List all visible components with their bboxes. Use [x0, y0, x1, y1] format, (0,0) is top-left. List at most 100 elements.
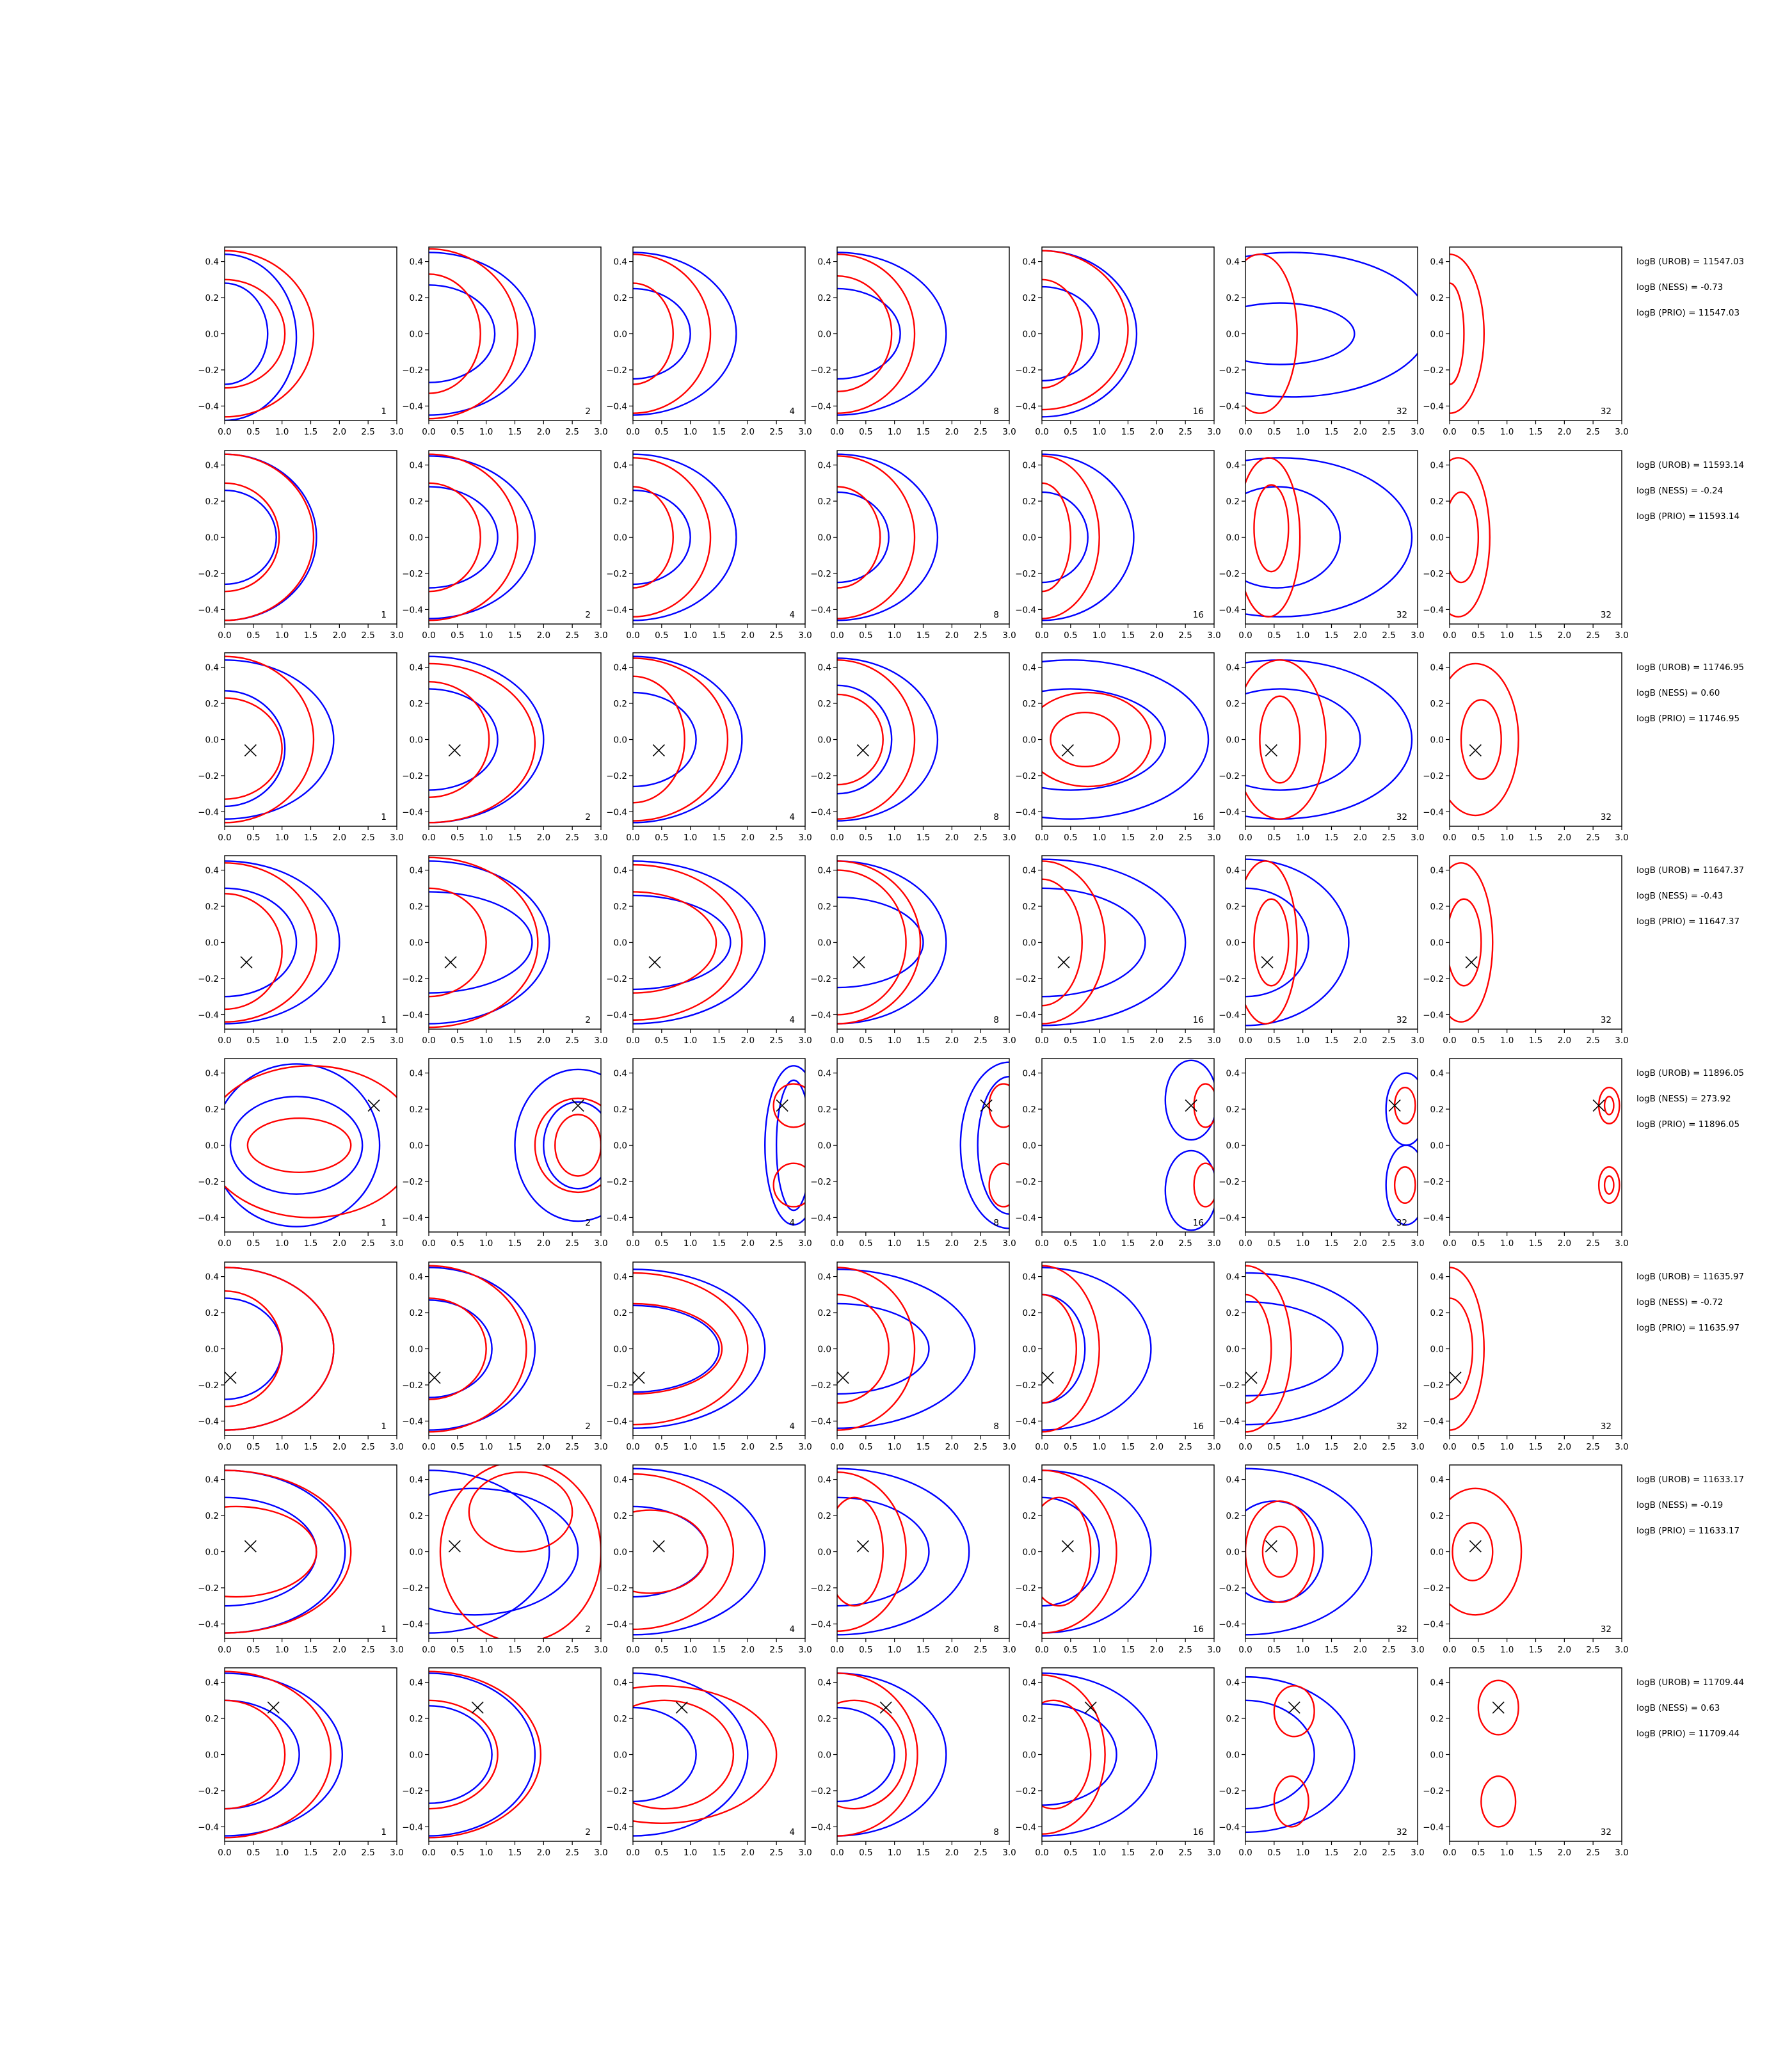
x-tick-label: 0.5 — [859, 833, 872, 843]
contour-panel: 0.0 0.5 1.0 1.5 2.0 2.5 3.0 0.4 0.2 0.0 −0.2 −0.4 16 — [1015, 1667, 1221, 1858]
y-tick-label: 0.4 — [614, 257, 627, 268]
y-tick-label: 0.4 — [1430, 1272, 1444, 1283]
marker-x — [367, 1099, 380, 1112]
y-tick-label: −0.2 — [402, 1583, 423, 1594]
x-tick-label: 2.5 — [1178, 1036, 1192, 1046]
y-tick-label: −0.4 — [1423, 401, 1444, 412]
panel-label: 1 — [381, 1624, 387, 1635]
y-tick-label: −0.4 — [1015, 401, 1036, 412]
axes-frame — [836, 652, 1010, 827]
axes-frame — [428, 855, 602, 1030]
contour-panel: 0.0 0.5 1.0 1.5 2.0 2.5 3.0 0.4 0.2 0.0 −0.2 −0.4 8 — [810, 246, 1016, 437]
y-tick-label: 0.4 — [205, 1069, 219, 1079]
y-tick-label: 0.0 — [1430, 1750, 1444, 1761]
y-tick-label: 0.4 — [1023, 1475, 1036, 1485]
x-tick-label: 2.5 — [1586, 1645, 1599, 1655]
y-tick-label: −0.4 — [402, 1822, 423, 1832]
x-tick-label: 1.0 — [1092, 1238, 1106, 1249]
x-tick-label: 1.0 — [888, 833, 901, 843]
x-tick-label: 2.5 — [973, 1238, 987, 1249]
blue-contour — [633, 453, 737, 621]
y-tick-label: −0.4 — [606, 605, 627, 615]
y-tick-label: 0.2 — [614, 1105, 627, 1115]
x-tick-label: 2.5 — [769, 427, 783, 437]
x-tick-label: 0.5 — [246, 1442, 260, 1452]
x-tick-label: 1.0 — [275, 427, 289, 437]
red-contour — [225, 1065, 397, 1219]
y-tick-label: 0.2 — [614, 1308, 627, 1318]
contour-lines — [514, 1068, 601, 1222]
red-contour — [1477, 1679, 1519, 1736]
y-tick-label: −0.4 — [1015, 1416, 1036, 1427]
x-tick-label: 1.5 — [916, 1848, 930, 1858]
x-tick-label: 2.5 — [1178, 630, 1192, 641]
y-tick-label: 0.0 — [614, 1141, 627, 1151]
x-tick-label: 0.0 — [218, 1848, 231, 1858]
blue-contour — [429, 455, 536, 620]
y-tick-label: −0.2 — [1423, 1380, 1444, 1391]
x-tick-label: 0.5 — [1471, 1442, 1485, 1452]
x-tick-label: 0.0 — [830, 1036, 844, 1046]
x-tick-label: 0.5 — [451, 1645, 464, 1655]
contour-lines — [1385, 1072, 1418, 1226]
contour-lines — [225, 1063, 397, 1228]
red-contour — [225, 250, 315, 418]
y-tick-label: −0.2 — [1015, 771, 1036, 781]
red-contour — [225, 453, 315, 621]
red-contour — [429, 887, 487, 998]
x-tick-label: 2.5 — [769, 833, 783, 843]
x-tick-label: 0.0 — [1238, 1036, 1252, 1046]
y-tick-label: −0.2 — [198, 1786, 219, 1796]
red-contour — [429, 482, 481, 593]
x-tick-label: 1.0 — [1296, 630, 1309, 641]
red-contour — [837, 455, 916, 620]
y-tick-label: 0.0 — [614, 1750, 627, 1761]
x-tick-label: 2.0 — [1150, 630, 1164, 641]
red-contour — [1603, 1096, 1615, 1116]
red-contour — [1245, 1500, 1315, 1603]
blue-contour — [225, 453, 317, 621]
x-tick-label: 0.5 — [1471, 1645, 1485, 1655]
y-tick-label: −0.2 — [1423, 1583, 1444, 1594]
x-tick-label: 1.0 — [1092, 1036, 1106, 1046]
y-tick-label: 0.0 — [818, 735, 831, 746]
red-contour — [429, 273, 481, 394]
contour-panel: 0.0 0.5 1.0 1.5 2.0 2.5 3.0 0.4 0.2 0.0 −0.2 −0.4 1 — [198, 246, 404, 437]
x-tick-label: 2.0 — [333, 1442, 346, 1452]
panel-label: 32 — [1601, 1421, 1612, 1432]
marker-x — [776, 1099, 788, 1112]
blue-contour — [633, 489, 691, 586]
x-tick-label: 2.0 — [1150, 1442, 1164, 1452]
x-tick-label: 2.5 — [1382, 427, 1395, 437]
x-tick-label: 2.5 — [565, 1036, 579, 1046]
red-contour — [837, 253, 916, 414]
y-tick-label: 0.0 — [205, 1548, 219, 1558]
x-tick-label: 2.0 — [741, 833, 755, 843]
red-contour — [429, 662, 536, 824]
axes-frame — [632, 1667, 806, 1842]
x-tick-label: 2.5 — [769, 630, 783, 641]
y-tick-label: 0.0 — [205, 1750, 219, 1761]
x-tick-label: 0.5 — [246, 1036, 260, 1046]
marker-x — [444, 956, 457, 969]
red-contour — [225, 482, 280, 593]
contour-panel: 0.0 0.5 1.0 1.5 2.0 2.5 3.0 0.4 0.2 0.0 −0.2 −0.4 32 — [1219, 1261, 1425, 1452]
blue-contour — [837, 1672, 947, 1837]
red-contour — [1450, 1267, 1485, 1431]
x-tick-label: 0.0 — [830, 1645, 844, 1655]
x-tick-label: 0.0 — [422, 833, 435, 843]
x-tick-label: 3.0 — [390, 630, 403, 641]
x-tick-label: 0.0 — [422, 427, 435, 437]
contour-panel: 0.0 0.5 1.0 1.5 2.0 2.5 3.0 0.4 0.2 0.0 −0.2 −0.4 16 — [1015, 1261, 1221, 1452]
x-tick-label: 2.0 — [1150, 1848, 1164, 1858]
x-tick-label: 3.0 — [1411, 427, 1424, 437]
y-tick-label: 0.2 — [410, 293, 423, 303]
blue-contour — [229, 1096, 364, 1195]
contour-panel: 0.0 0.5 1.0 1.5 2.0 2.5 3.0 0.4 0.2 0.0 −0.2 −0.4 1 — [198, 1261, 404, 1452]
x-tick-label: 1.5 — [1325, 1238, 1338, 1249]
y-tick-label: −0.4 — [402, 605, 423, 615]
x-tick-label: 3.0 — [1002, 427, 1016, 437]
y-tick-label: 0.4 — [818, 1475, 831, 1485]
axes-frame — [224, 1261, 397, 1436]
blue-contour — [225, 282, 269, 385]
